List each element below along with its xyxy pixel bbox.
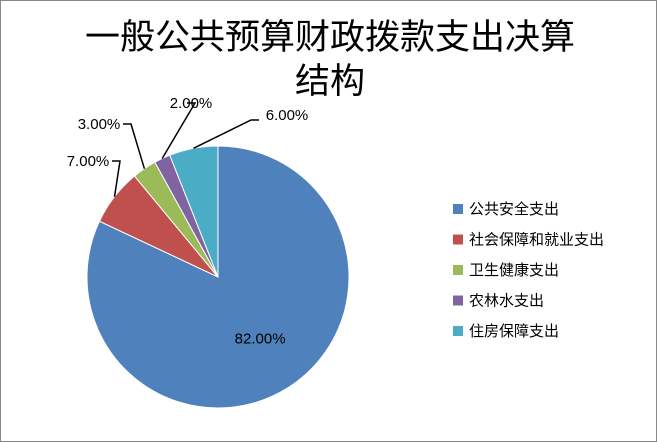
legend-swatch-0 xyxy=(453,204,463,214)
pie-slice-0 xyxy=(86,145,350,409)
data-labels: 82.00% 7.00% 3.00% 2.00% 6.00% xyxy=(67,95,309,347)
legend-label-2: 卫生健康支出 xyxy=(469,261,559,279)
legend-swatch-1 xyxy=(453,234,463,245)
leader-line-4 xyxy=(193,119,259,149)
chart-title-line-1: 一般公共预算财政拨款支出决算 xyxy=(85,18,575,58)
legend-swatch-3 xyxy=(453,295,463,306)
data-label-3: 2.00% xyxy=(170,95,213,112)
data-label-1: 7.00% xyxy=(67,153,110,170)
leader-line-2 xyxy=(123,123,146,169)
legend-swatch-2 xyxy=(453,265,463,275)
leader-lines xyxy=(112,102,259,197)
data-label-2: 3.00% xyxy=(78,116,121,133)
data-label-4: 6.00% xyxy=(266,107,309,124)
chart-title-line-2: 结构 xyxy=(295,62,365,102)
legend-label-0: 公共安全支出 xyxy=(469,200,559,218)
legend-swatch-4 xyxy=(453,326,463,336)
leader-line-3 xyxy=(161,102,197,159)
legend-label-4: 住房保障支出 xyxy=(469,322,559,340)
legend-label-3: 农林水支出 xyxy=(469,292,544,310)
leader-line-1 xyxy=(112,160,121,197)
data-label-0: 82.00% xyxy=(235,330,286,347)
legend-label-1: 社会保障和就业支出 xyxy=(469,231,604,249)
pie-slice-4 xyxy=(169,145,219,278)
pie-slices xyxy=(86,145,350,409)
